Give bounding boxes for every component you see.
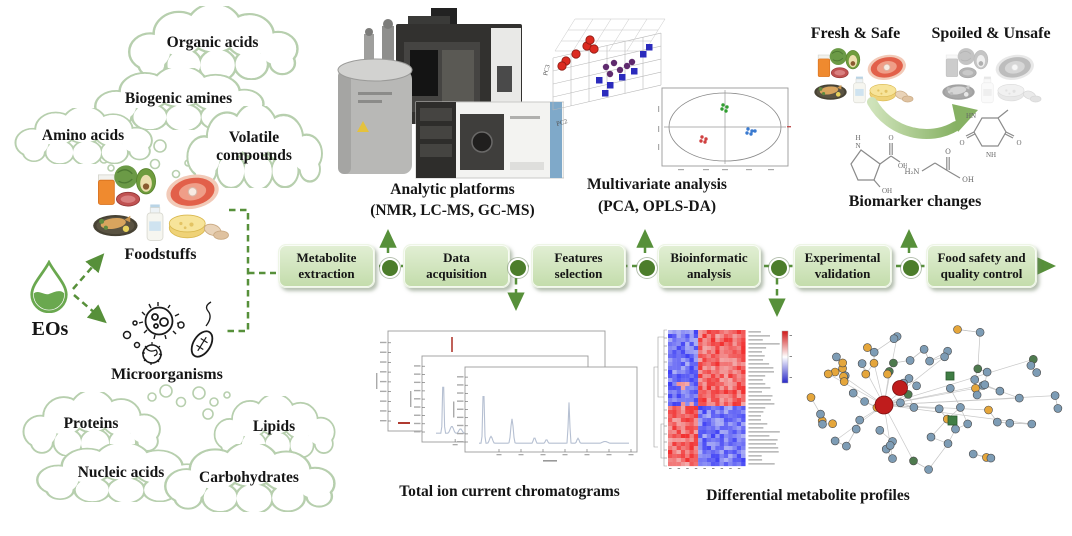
cloud-label: Nucleic acids (77, 464, 165, 482)
thought-cloud-biogenic-amines: Biogenic amines (86, 68, 271, 130)
workflow-connector-node (769, 258, 789, 278)
workflow-connector-node (637, 258, 657, 278)
pca-red-series (557, 35, 599, 71)
amoeba-icon (142, 342, 163, 365)
oplsda-blue-cluster (745, 127, 757, 136)
workflow-step-features-selection: Features selection (531, 244, 626, 288)
lcms-instrument-icon (415, 101, 564, 179)
biomarker-changes-label: Biomarker changes (848, 193, 982, 210)
eos-to-microorganisms-arrow (73, 294, 107, 324)
workflow-step-experimental-validation: Experimental validation (793, 244, 892, 288)
cloud-label: Biogenic amines (124, 90, 233, 108)
workflow-step-metabolite-extraction: Metabolite extraction (278, 244, 375, 288)
spoiled-unsafe-label: Spoiled & Unsafe (931, 25, 1051, 42)
cloud-label: Lipids (252, 418, 296, 436)
atom-label: H (855, 134, 860, 142)
microorganisms-label: Microorganisms (111, 366, 223, 383)
cloud-label: Proteins (63, 415, 119, 433)
fresh-to-spoiled-arrow (867, 97, 978, 139)
biomarker-structure-hydroxyproline: N H O OH OH (850, 134, 907, 194)
foodstuffs-illustration (90, 160, 238, 250)
oplsda-green-cluster (720, 103, 729, 113)
multivariate-subtitle: (PCA, OPLS-DA) (598, 198, 716, 215)
cloud-label: Volatile compounds (216, 129, 292, 164)
atom-label: OH (882, 187, 892, 194)
workflow-connector-node (380, 258, 400, 278)
eos-label: EOs (31, 318, 69, 340)
step-label: Data acquisition (426, 250, 487, 281)
thought-cloud-volatile-compounds: Volatile compounds (180, 106, 328, 188)
workflow-step-food-safety: Food safety and quality control (926, 244, 1037, 288)
workflow-connector-node (508, 258, 528, 278)
oplsda-red-cluster (699, 135, 708, 144)
workflow-step-data-acquisition: Data acquisition (403, 244, 510, 288)
thought-cloud-organic-acids: Organic acids (120, 6, 305, 80)
analytic-platforms-title: Analytic platforms (390, 181, 515, 198)
oplsda-score-plot (658, 87, 791, 171)
multivariate-title: Multivariate analysis (587, 176, 727, 193)
virus-icon (138, 302, 182, 340)
workflow-step-bioinformatic-analysis: Bioinformatic analysis (657, 244, 761, 288)
atom-label: H₂N (904, 168, 919, 176)
microorganisms-illustration (122, 301, 214, 365)
pca-axis-x-label: PC2 (556, 118, 569, 128)
tic-plot (376, 330, 638, 462)
foodstuffs-label: Foodstuffs (124, 246, 197, 263)
eos-droplet-icon (30, 260, 68, 313)
step-label: Metabolite extraction (296, 250, 357, 281)
thought-cloud-amino-acids: Amino acids (8, 108, 158, 164)
fresh-safe-label: Fresh & Safe (810, 25, 901, 42)
heatmap-plot (653, 329, 792, 469)
analytic-platforms-subtitle: (NMR, LC-MS, GC-MS) (370, 202, 535, 219)
atom-label: HN (966, 112, 976, 120)
pca-3d-plot: PC2 PC3 PC (543, 18, 678, 128)
biomarker-structure-glycine: H₂N O OH (904, 148, 974, 184)
pca-axis-y-label: PC3 (543, 64, 552, 77)
nmr-magnet-icon (337, 19, 413, 174)
thought-cloud-nucleic-acids: Nucleic acids (28, 444, 214, 502)
atom-label: NH (986, 151, 996, 159)
pca-purple-series (602, 58, 636, 78)
cloud-label: Organic acids (166, 34, 259, 52)
atom-label: O (888, 134, 893, 142)
eos-to-foodstuffs-arrow (72, 253, 105, 290)
atom-label: O (959, 139, 964, 147)
pca-blue-series (596, 44, 653, 97)
thought-bubble-tails (99, 139, 231, 420)
foodstuffs-microorganisms-connector (227, 208, 250, 333)
atom-label: O (945, 148, 951, 156)
step-label: Experimental validation (804, 250, 881, 281)
step-label: Features selection (554, 250, 603, 281)
atom-label: OH (962, 176, 974, 184)
profiles-caption: Differential metabolite profiles (706, 487, 910, 504)
cloud-label: Amino acids (41, 127, 125, 145)
biomarker-structure-thymine: HN NH O O (959, 109, 1022, 159)
thought-cloud-lipids: Lipids (208, 396, 340, 458)
tic-caption: Total ion current chromatograms (399, 483, 620, 500)
step-label: Food safety and quality control (937, 250, 1026, 281)
bacterium-icon (190, 301, 214, 358)
cloud-label: Carbohydrates (199, 469, 299, 487)
microbe-dots (122, 320, 185, 349)
atom-label: O (1016, 139, 1021, 147)
analytic-platforms-illustration (337, 8, 564, 179)
atom-label: N (855, 142, 860, 150)
thought-cloud-carbohydrates: Carbohydrates (156, 444, 342, 512)
workflow-connector-node (901, 258, 921, 278)
step-label: Bioinformatic analysis (670, 250, 748, 281)
atom-label: OH (898, 162, 907, 170)
thought-cloud-proteins: Proteins (16, 392, 166, 456)
network-plot (806, 325, 1063, 474)
